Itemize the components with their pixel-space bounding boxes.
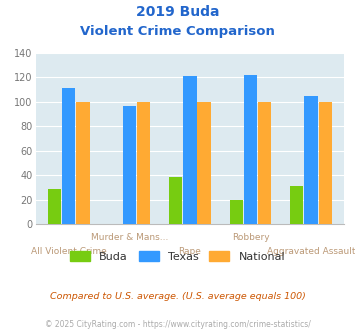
Bar [258, 102, 271, 224]
Text: Compared to U.S. average. (U.S. average equals 100): Compared to U.S. average. (U.S. average … [50, 292, 305, 301]
Bar [137, 102, 150, 224]
Text: Murder & Mans...: Murder & Mans... [91, 233, 168, 242]
Text: Violent Crime Comparison: Violent Crime Comparison [80, 25, 275, 38]
Bar [183, 76, 197, 224]
Text: 2019 Buda: 2019 Buda [136, 5, 219, 19]
Text: All Violent Crime: All Violent Crime [31, 247, 107, 256]
Bar [123, 106, 136, 224]
Bar [319, 102, 332, 224]
Bar [76, 102, 90, 224]
Text: Robbery: Robbery [232, 233, 269, 242]
Bar [48, 189, 61, 224]
Text: Rape: Rape [179, 247, 201, 256]
Bar [230, 200, 243, 224]
Bar [197, 102, 211, 224]
Text: Aggravated Assault: Aggravated Assault [267, 247, 355, 256]
Text: © 2025 CityRating.com - https://www.cityrating.com/crime-statistics/: © 2025 CityRating.com - https://www.city… [45, 320, 310, 329]
Bar [169, 177, 182, 224]
Bar [62, 88, 76, 224]
Bar [290, 186, 304, 224]
Bar [244, 75, 257, 224]
Legend: Buda, Texas, National: Buda, Texas, National [66, 247, 289, 267]
Bar [304, 96, 318, 224]
